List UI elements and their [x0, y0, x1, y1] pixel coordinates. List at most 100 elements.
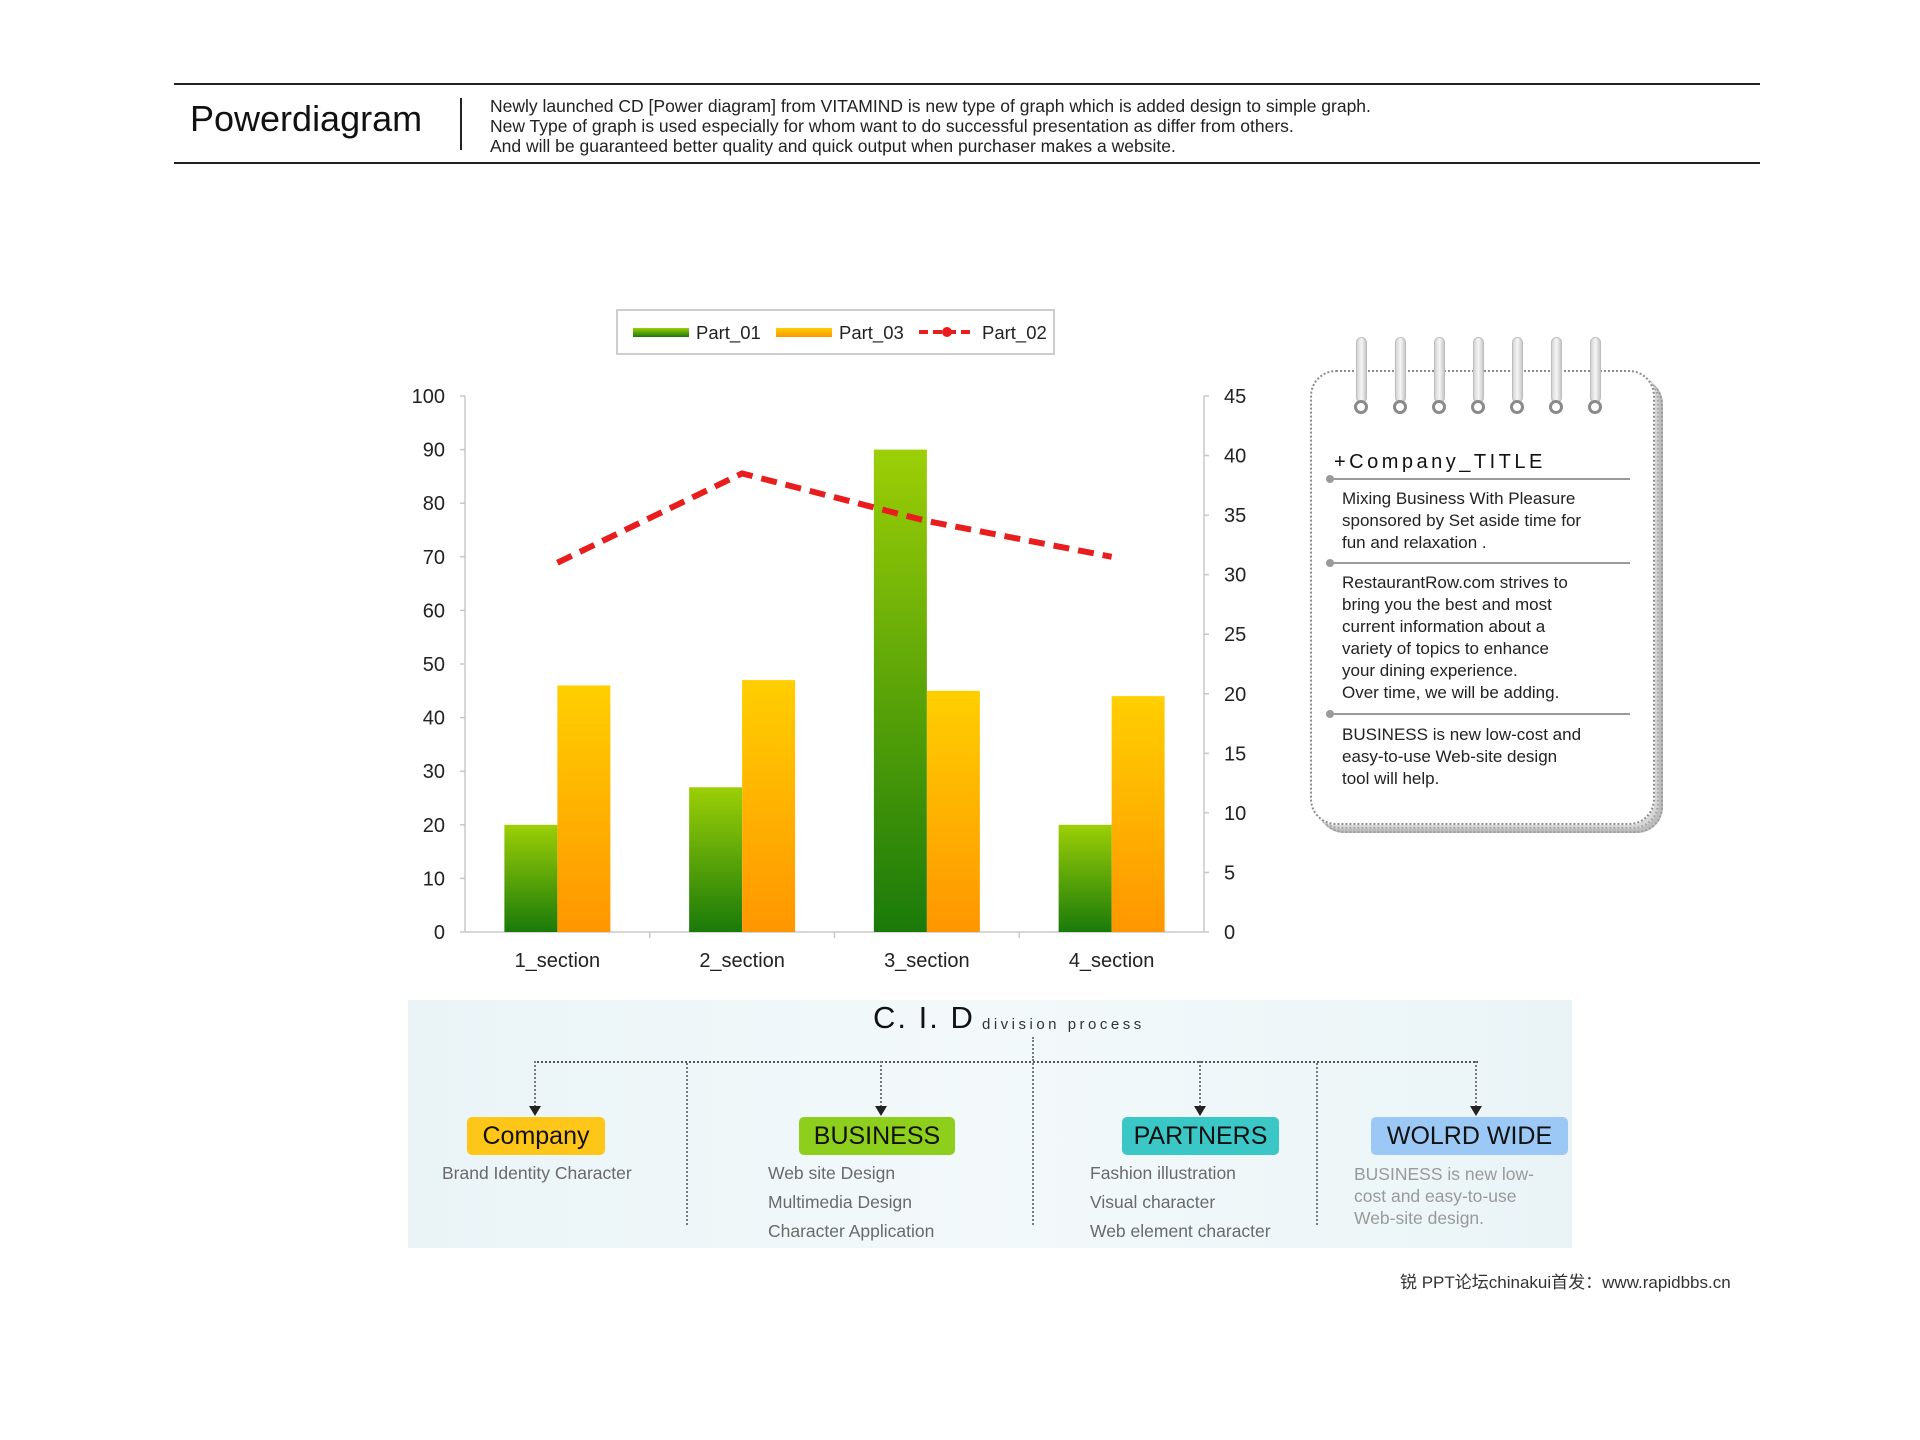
bar-part03: [1111, 696, 1165, 932]
notebook-page: +Company_TITLE Mixing Business With Plea…: [1310, 337, 1655, 825]
notebook-block-3: BUSINESS is new low-cost and easy-to-use…: [1342, 724, 1632, 790]
cid-item: Web element character: [1090, 1221, 1271, 1241]
notebook-line: variety of topics to enhance: [1342, 639, 1549, 658]
ring-binding-icon: [1395, 337, 1406, 403]
ring-hole-icon: [1549, 400, 1563, 414]
y-tick-label-left: 10: [423, 868, 445, 890]
cid-item: Brand Identity Character: [442, 1163, 632, 1183]
cid-subtitle: division process: [982, 1016, 1145, 1033]
y-tick-label-left: 60: [423, 600, 445, 622]
notebook-line: current information about a: [1342, 617, 1546, 636]
ring-hole-icon: [1510, 400, 1524, 414]
y-tick-label-right: 45: [1224, 386, 1246, 408]
header-bottom-rule: [174, 162, 1760, 164]
y-tick-label-left: 80: [423, 493, 445, 515]
ring-binding-icon: [1551, 337, 1562, 403]
connector-line: [880, 1061, 882, 1107]
y-tick-label-left: 30: [423, 761, 445, 783]
notebook-line: BUSINESS is new low-cost and: [1342, 725, 1582, 744]
legend-marker: [942, 327, 952, 337]
y-tick-label-left: 0: [434, 922, 445, 944]
bar-part01: [1058, 824, 1112, 932]
cid-title: C. I. D: [873, 1000, 975, 1035]
y-tick-label-right: 40: [1224, 446, 1246, 468]
column-divider: [1316, 1063, 1318, 1225]
notebook-divider: [1326, 559, 1630, 567]
connector-line: [534, 1061, 536, 1107]
notebook-line: RestaurantRow.com strives to: [1342, 573, 1568, 592]
arrow-down-icon: [875, 1106, 887, 1116]
cid-item: Character Application: [768, 1221, 935, 1241]
legend-label: Part_01: [696, 322, 761, 344]
x-tick-label: 2_section: [699, 950, 785, 972]
y-tick-label-left: 70: [423, 547, 445, 569]
ring-binding-icon: [1473, 337, 1484, 403]
bar-part01: [504, 824, 558, 932]
y-tick-label-left: 90: [423, 440, 445, 462]
notebook-block-2: RestaurantRow.com strives to bring you t…: [1342, 572, 1632, 704]
notebook-line: Over time, we will be adding.: [1342, 683, 1560, 702]
bar-part03: [742, 680, 796, 932]
y-tick-label-left: 20: [423, 815, 445, 837]
y-tick-label-right: 0: [1224, 922, 1235, 944]
column-divider: [686, 1063, 688, 1225]
legend-swatch: [776, 328, 832, 337]
cid-item: Visual character: [1090, 1192, 1216, 1212]
legend-swatch: [633, 328, 689, 337]
notebook-block-1: Mixing Business With Pleasure sponsored …: [1342, 488, 1632, 554]
bar-part01: [689, 787, 743, 932]
notebook-line: easy-to-use Web-site design: [1342, 747, 1558, 766]
bar-part03: [557, 685, 611, 932]
legend-box: [616, 309, 1055, 355]
cid-item-world-wide: BUSINESS is new low- cost and easy-to-us…: [1354, 1163, 1564, 1229]
header-separator: [460, 98, 462, 150]
notebook-line: sponsored by Set aside time for: [1342, 511, 1582, 530]
y-tick-label-right: 35: [1224, 505, 1246, 527]
arrow-down-icon: [1470, 1106, 1482, 1116]
arrow-down-icon: [1194, 1106, 1206, 1116]
ring-hole-icon: [1471, 400, 1485, 414]
cid-item: Fashion illustration: [1090, 1163, 1236, 1183]
notebook-card: +Company_TITLE Mixing Business With Plea…: [1310, 337, 1663, 833]
cid-item: cost and easy-to-use: [1354, 1186, 1517, 1206]
y-tick-label-left: 100: [412, 386, 445, 408]
connector-line: [1199, 1061, 1201, 1107]
page-title: Powerdiagram: [190, 98, 423, 139]
ring-hole-icon: [1588, 400, 1602, 414]
ring-hole-icon: [1432, 400, 1446, 414]
arrow-down-icon: [529, 1106, 541, 1116]
notebook-title: +Company_TITLE: [1334, 451, 1546, 473]
legend-label: Part_03: [839, 322, 904, 344]
x-tick-label: 3_section: [884, 950, 970, 972]
cid-item: BUSINESS is new low-: [1354, 1164, 1534, 1184]
ring-binding-icon: [1356, 337, 1367, 403]
header-description: Newly launched CD [Power diagram] from V…: [490, 96, 1371, 156]
x-tick-label: 4_section: [1069, 950, 1155, 972]
badge-business: BUSINESS: [799, 1117, 955, 1155]
bar-part03: [926, 690, 980, 932]
bar-part01: [873, 449, 927, 932]
y-tick-label-right: 10: [1224, 803, 1246, 825]
y-tick-label-right: 20: [1224, 684, 1246, 706]
ring-binding-icon: [1512, 337, 1523, 403]
badge-partners: PARTNERS: [1122, 1117, 1279, 1155]
connector-line: [534, 1061, 1478, 1063]
header-top-rule: [174, 83, 1760, 85]
ring-binding-icon: [1434, 337, 1445, 403]
cid-item: Web-site design.: [1354, 1208, 1485, 1228]
y-tick-label-right: 15: [1224, 743, 1246, 765]
header-desc-line: And will be guaranteed better quality an…: [490, 136, 1176, 156]
y-tick-label-right: 30: [1224, 565, 1246, 587]
header-desc-line: New Type of graph is used especially for…: [490, 116, 1294, 136]
notebook-line: bring you the best and most: [1342, 595, 1552, 614]
notebook-divider: [1326, 710, 1630, 718]
y-tick-label-right: 25: [1224, 624, 1246, 646]
x-tick-label: 1_section: [515, 950, 601, 972]
column-divider: [1032, 1063, 1034, 1225]
cid-item: Web site Design: [768, 1163, 896, 1183]
notebook-line: tool will help.: [1342, 769, 1440, 788]
y-tick-label-left: 40: [423, 708, 445, 730]
legend-label: Part_02: [982, 322, 1047, 344]
ring-hole-icon: [1354, 400, 1368, 414]
ring-binding-icon: [1590, 337, 1601, 403]
